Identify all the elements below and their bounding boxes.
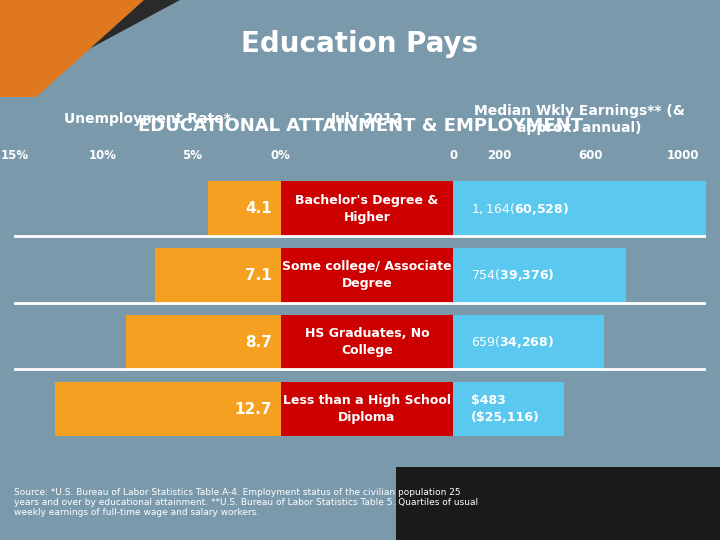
Bar [208, 181, 281, 235]
Text: 15%: 15% [0, 150, 29, 163]
Text: HS Graduates, No
College: HS Graduates, No College [305, 327, 429, 357]
Bar [55, 382, 281, 436]
Text: 0%: 0% [271, 150, 290, 163]
Text: 8.7: 8.7 [246, 335, 272, 350]
Text: 1000: 1000 [667, 150, 699, 163]
Bar [281, 181, 454, 235]
Bar [396, 467, 720, 540]
Bar [454, 382, 564, 436]
Text: $1,164    ($60,528): $1,164 ($60,528) [471, 200, 569, 217]
Text: 5%: 5% [182, 150, 202, 163]
Text: $659 ($34,268): $659 ($34,268) [471, 334, 554, 350]
Text: 10%: 10% [89, 150, 117, 163]
Text: 12.7: 12.7 [235, 402, 272, 417]
Polygon shape [0, 0, 144, 97]
Text: July 2012: July 2012 [330, 112, 403, 126]
Polygon shape [0, 0, 180, 97]
Bar [281, 315, 454, 369]
Text: Less than a High School
Diploma: Less than a High School Diploma [283, 394, 451, 424]
Bar [454, 181, 720, 235]
Text: Median Wkly Earnings** (&
approx. annual): Median Wkly Earnings** (& approx. annual… [474, 104, 685, 135]
Bar [454, 315, 605, 369]
Text: 7.1: 7.1 [246, 268, 272, 283]
Text: Some college/ Associate
Degree: Some college/ Associate Degree [282, 260, 451, 291]
Bar [155, 248, 281, 302]
Text: Education Pays: Education Pays [241, 30, 479, 58]
Text: EDUCATIONAL ATTAINMENT & EMPLOYMENT: EDUCATIONAL ATTAINMENT & EMPLOYMENT [138, 117, 582, 136]
Text: Bachelor's Degree &
Higher: Bachelor's Degree & Higher [295, 193, 438, 224]
Text: $483
($25,116): $483 ($25,116) [471, 394, 539, 424]
Text: Source: *U.S. Bureau of Labor Statistics Table A-4. Employment status of the civ: Source: *U.S. Bureau of Labor Statistics… [14, 488, 479, 517]
Text: 4.1: 4.1 [246, 201, 272, 216]
Text: Unemployment Rate*: Unemployment Rate* [64, 112, 231, 126]
Text: 200: 200 [487, 150, 511, 163]
Text: 0: 0 [449, 150, 457, 163]
Text: 600: 600 [579, 150, 603, 163]
Bar [281, 382, 454, 436]
Text: $754 ($39,376): $754 ($39,376) [471, 267, 554, 284]
Bar [126, 315, 281, 369]
Bar [454, 248, 626, 302]
Bar [281, 248, 454, 302]
